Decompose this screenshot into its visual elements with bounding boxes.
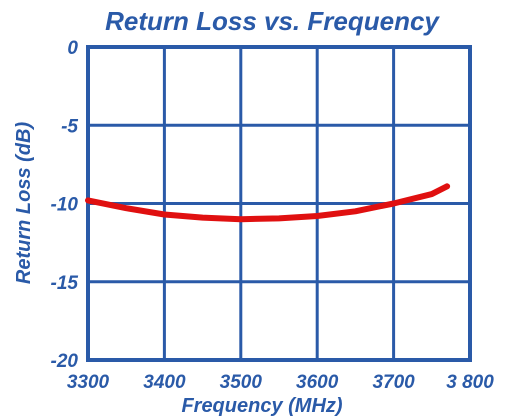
- plot-area: [85, 183, 451, 223]
- y-tick-label: -15: [51, 273, 79, 294]
- series-line-0: [85, 183, 451, 223]
- x-tick-labels: 3300 3400 3500 3600 3700 3 800: [67, 372, 494, 393]
- y-tick-label: 0: [67, 38, 78, 59]
- x-tick-label: 3300: [67, 372, 110, 393]
- y-axis-label: Return Loss (dB): [13, 122, 35, 285]
- chart-title: Return Loss vs. Frequency: [105, 6, 440, 36]
- x-tick-label: 3600: [296, 372, 339, 393]
- x-tick-label: 3500: [220, 372, 263, 393]
- y-tick-labels: 0 -5 -10 -15 -20: [51, 38, 79, 372]
- y-tick-label: -10: [51, 195, 79, 216]
- x-axis-label: Frequency (MHz): [181, 395, 342, 417]
- plot-frame: [86, 45, 472, 362]
- x-tick-label: 3400: [143, 372, 186, 393]
- x-tick-label: 3 800: [446, 372, 494, 393]
- y-tick-label: -5: [61, 116, 78, 137]
- x-tick-label: 3700: [372, 372, 415, 393]
- grid: [86, 45, 472, 362]
- y-tick-label: -20: [51, 351, 79, 372]
